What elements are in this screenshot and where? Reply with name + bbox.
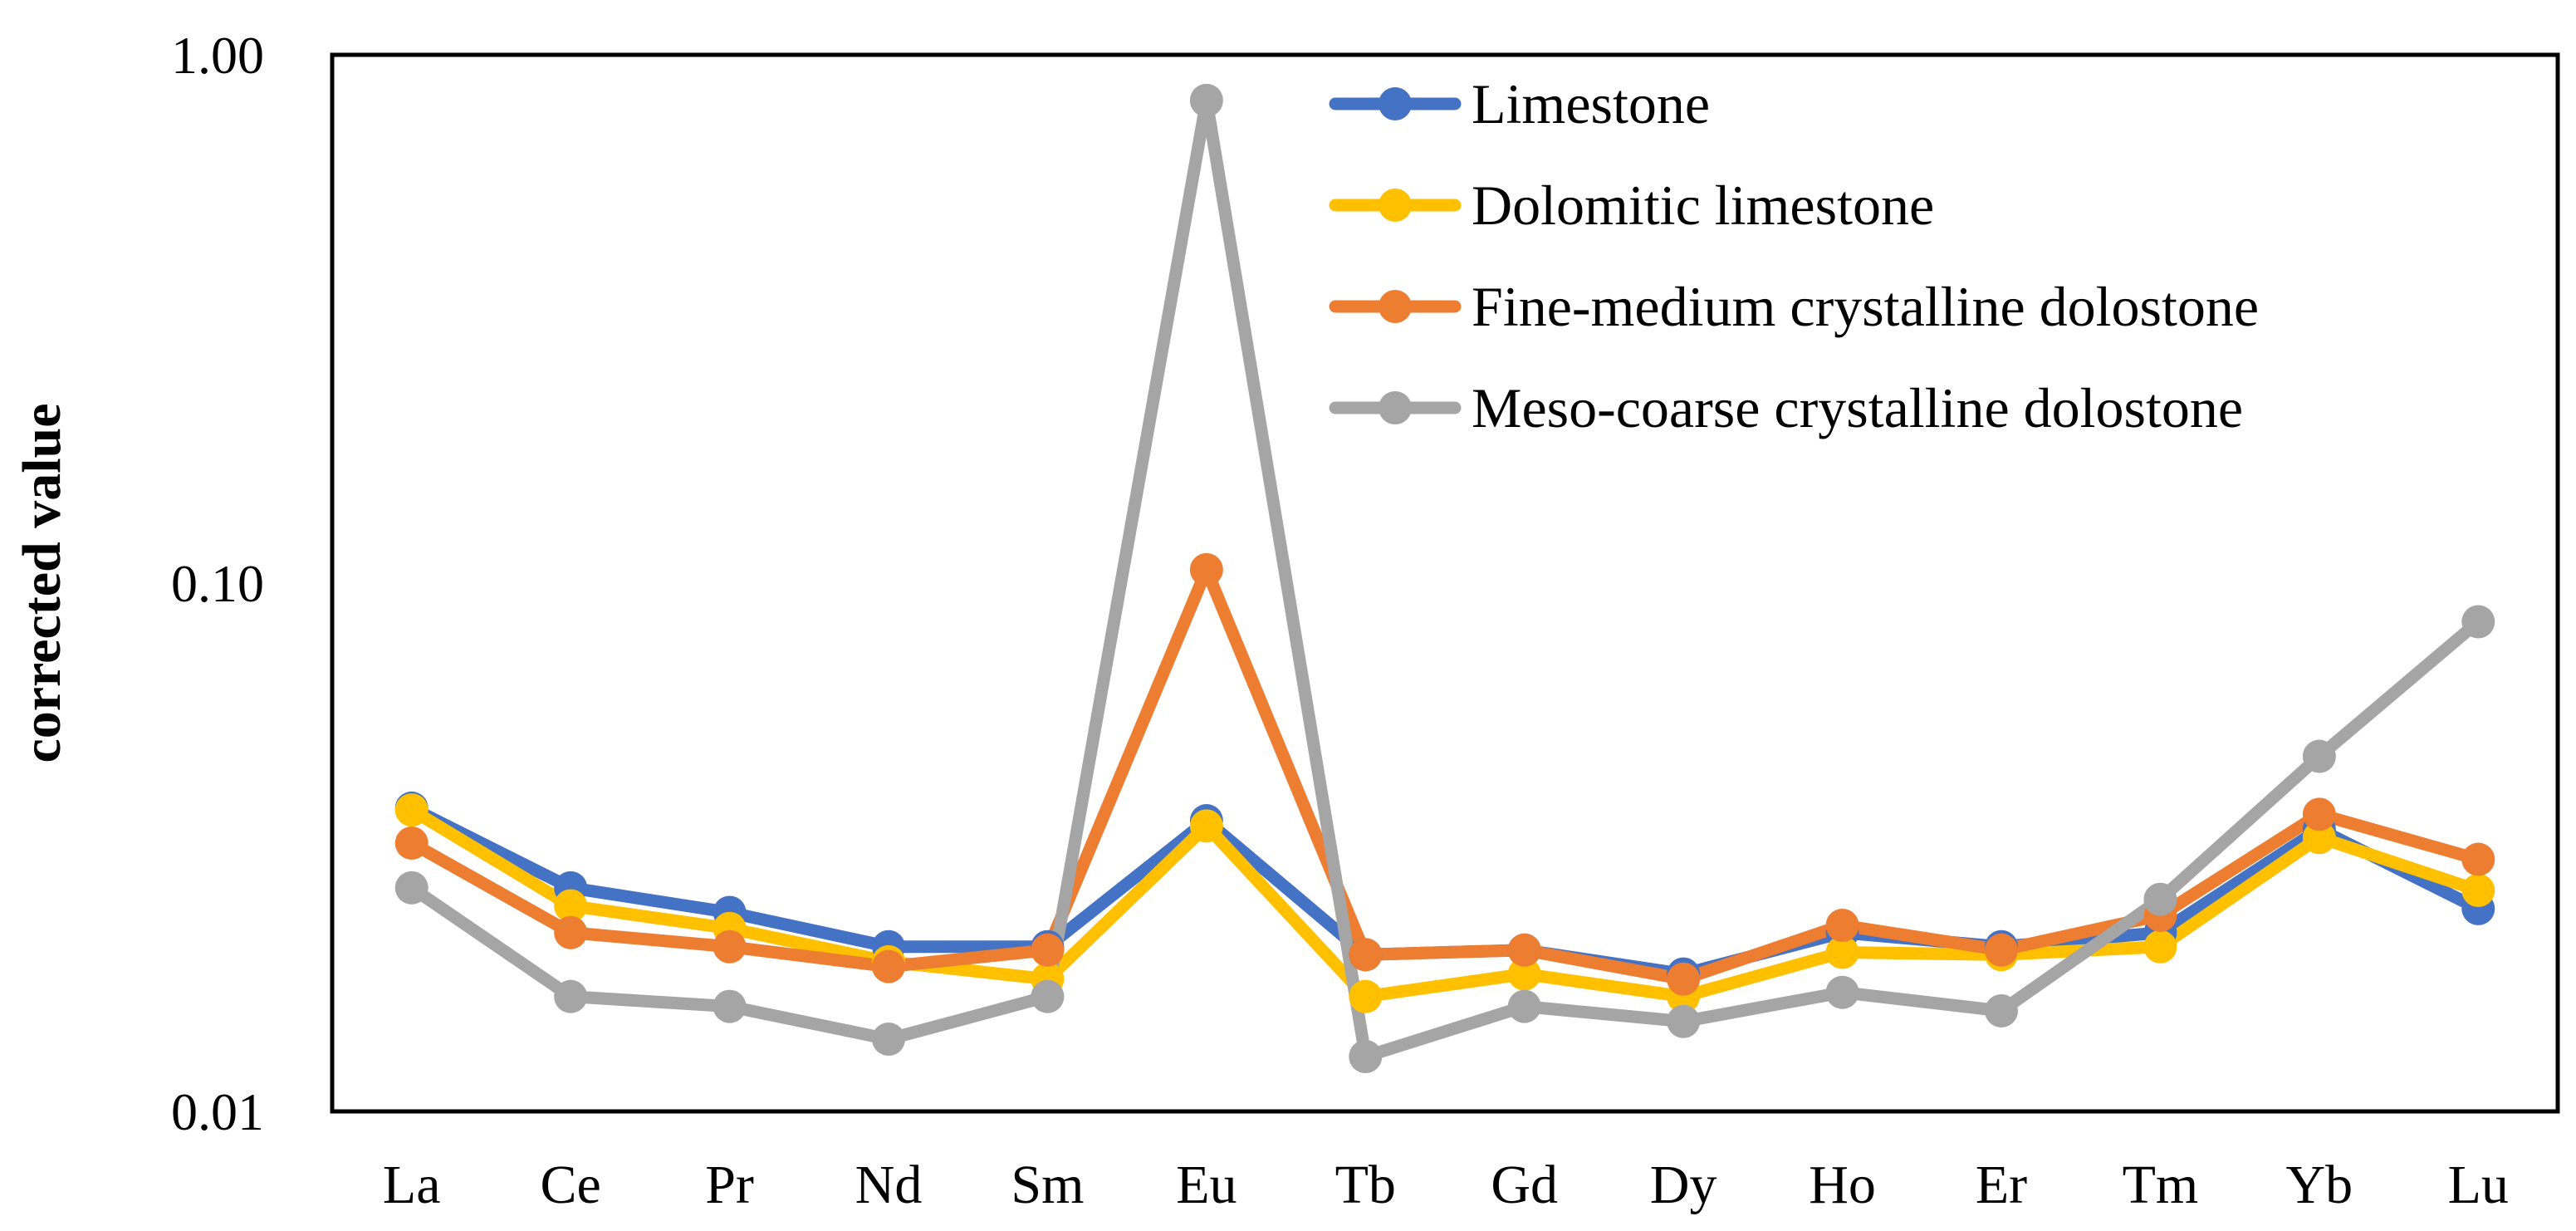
data-point-dolomitic-limestone-tm [2143, 929, 2177, 964]
y-axis-label: corrected value [12, 403, 72, 763]
x-tick-label-tm: Tm [2123, 1155, 2199, 1215]
series-line-meso-coarse-crystalline-dolostone [405, 94, 2485, 1063]
data-point-meso-coarse-crystalline-dolostone-sm [1031, 979, 1065, 1013]
data-point-fine-medium-crystalline-dolostone-ho [1825, 909, 1859, 943]
data-point-fine-medium-crystalline-dolostone-ce [554, 915, 588, 949]
data-point-dolomitic-limestone-la [394, 793, 429, 827]
series-lines [405, 94, 2485, 1063]
y-axis-ticks: 1.00 0.10 0.01 [171, 26, 264, 1141]
data-point-fine-medium-crystalline-dolostone-gd [1507, 933, 1541, 967]
legend: Limestone Dolomitic limestone Fine-medium … [1329, 72, 2259, 439]
data-point-meso-coarse-crystalline-dolostone-yb [2302, 739, 2336, 773]
legend-swatch-marker-fine-medium-crystalline-dolostone [1379, 290, 1412, 323]
data-point-meso-coarse-crystalline-dolostone-lu [2461, 605, 2495, 639]
legend-swatch-marker-dolomitic-limestone [1379, 189, 1412, 222]
x-axis-ticks: La Ce Pr Nd Sm Eu Tb Gd Dy Ho Er Tm Yb Lu [383, 1155, 2509, 1215]
x-tick-label-nd: Nd [855, 1155, 923, 1215]
data-point-dolomitic-limestone-gd [1507, 957, 1541, 991]
data-point-fine-medium-crystalline-dolostone-dy [1667, 962, 1701, 996]
y-tick-label: 0.01 [171, 1082, 264, 1141]
data-point-meso-coarse-crystalline-dolostone-tb [1349, 1039, 1383, 1073]
data-point-fine-medium-crystalline-dolostone-pr [713, 929, 747, 964]
x-tick-label-yb: Yb [2286, 1155, 2353, 1215]
data-point-meso-coarse-crystalline-dolostone-dy [1667, 1004, 1701, 1038]
data-point-dolomitic-limestone-ho [1825, 935, 1859, 969]
data-point-meso-coarse-crystalline-dolostone-gd [1507, 989, 1541, 1023]
x-tick-label-ce: Ce [540, 1155, 600, 1215]
legend-label-limestone: Limestone [1472, 72, 1710, 135]
y-tick-label: 0.10 [171, 554, 264, 613]
data-point-fine-medium-crystalline-dolostone-tb [1349, 938, 1383, 972]
data-point-meso-coarse-crystalline-dolostone-eu [1189, 83, 1223, 117]
data-point-fine-medium-crystalline-dolostone-yb [2302, 797, 2336, 831]
data-point-meso-coarse-crystalline-dolostone-ho [1825, 975, 1859, 1009]
x-tick-label-tb: Tb [1335, 1155, 1396, 1215]
series-line-dolomitic-limestone [405, 803, 2485, 1003]
x-tick-label-pr: Pr [705, 1155, 754, 1215]
data-point-fine-medium-crystalline-dolostone-sm [1031, 933, 1065, 967]
data-point-meso-coarse-crystalline-dolostone-tm [2143, 882, 2177, 916]
data-point-dolomitic-limestone-tb [1349, 979, 1383, 1013]
data-point-fine-medium-crystalline-dolostone-lu [2461, 842, 2495, 876]
data-point-fine-medium-crystalline-dolostone-nd [872, 949, 905, 983]
data-point-dolomitic-limestone-ce [554, 889, 588, 923]
x-tick-label-ho: Ho [1809, 1155, 1876, 1215]
legend-label-fine-medium-crystalline-dolostone: Fine-medium crystalline dolostone [1472, 275, 2259, 338]
data-point-dolomitic-limestone-lu [2461, 873, 2495, 907]
x-tick-label-eu: Eu [1176, 1155, 1237, 1215]
y-tick-label: 1.00 [171, 26, 264, 85]
data-point-meso-coarse-crystalline-dolostone-er [1985, 993, 2018, 1027]
legend-label-meso-coarse-crystalline-dolostone: Meso-coarse crystalline dolostone [1472, 376, 2243, 439]
x-tick-label-lu: Lu [2448, 1155, 2509, 1215]
data-point-fine-medium-crystalline-dolostone-la [394, 826, 429, 861]
data-point-dolomitic-limestone-yb [2302, 821, 2336, 855]
legend-swatch-marker-meso-coarse-crystalline-dolostone [1379, 391, 1412, 424]
data-point-meso-coarse-crystalline-dolostone-ce [554, 979, 588, 1013]
data-point-meso-coarse-crystalline-dolostone-pr [713, 989, 747, 1023]
legend-label-dolomitic-limestone: Dolomitic limestone [1472, 174, 1934, 237]
x-tick-label-gd: Gd [1491, 1155, 1558, 1215]
data-point-fine-medium-crystalline-dolostone-er [1985, 933, 2018, 967]
x-tick-label-dy: Dy [1650, 1155, 1717, 1215]
series-points [394, 83, 2495, 1073]
data-point-meso-coarse-crystalline-dolostone-la [394, 871, 429, 905]
x-tick-label-er: Er [1976, 1155, 2027, 1215]
legend-swatch-marker-limestone [1379, 87, 1412, 120]
data-point-meso-coarse-crystalline-dolostone-nd [872, 1023, 905, 1057]
x-tick-label-sm: Sm [1011, 1155, 1084, 1215]
data-point-dolomitic-limestone-eu [1189, 809, 1223, 843]
data-point-fine-medium-crystalline-dolostone-eu [1189, 552, 1223, 586]
x-tick-label-la: La [383, 1155, 441, 1215]
